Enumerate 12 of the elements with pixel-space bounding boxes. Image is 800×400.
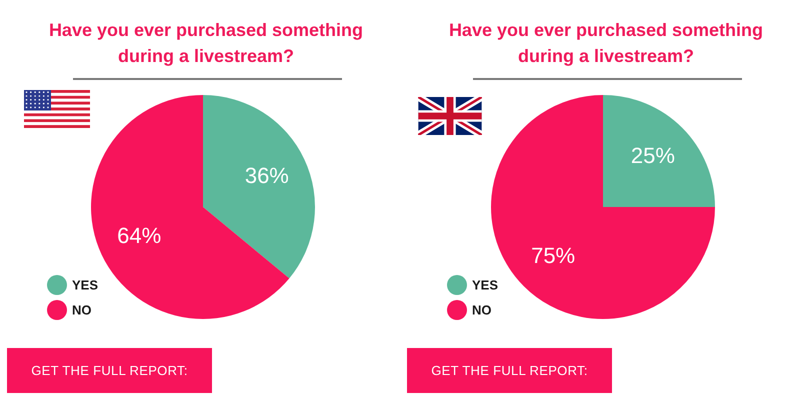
legend-label: YES xyxy=(72,278,98,293)
chart-title: Have you ever purchased something during a livestream? xyxy=(448,19,764,68)
data-label: 64% xyxy=(117,223,162,248)
text: GET THE FULL REPORT: xyxy=(31,363,188,378)
data-label: 25% xyxy=(630,143,675,168)
legend-label: YES xyxy=(472,278,498,293)
legend-label: NO xyxy=(72,302,92,318)
data-label: 75% xyxy=(531,242,576,268)
chart-title: Have you ever purchased something during a livestream? xyxy=(48,19,364,68)
text: GET THE FULL REPORT: xyxy=(431,363,588,378)
data-label: 36% xyxy=(244,163,289,188)
legend-label: NO xyxy=(472,302,492,318)
